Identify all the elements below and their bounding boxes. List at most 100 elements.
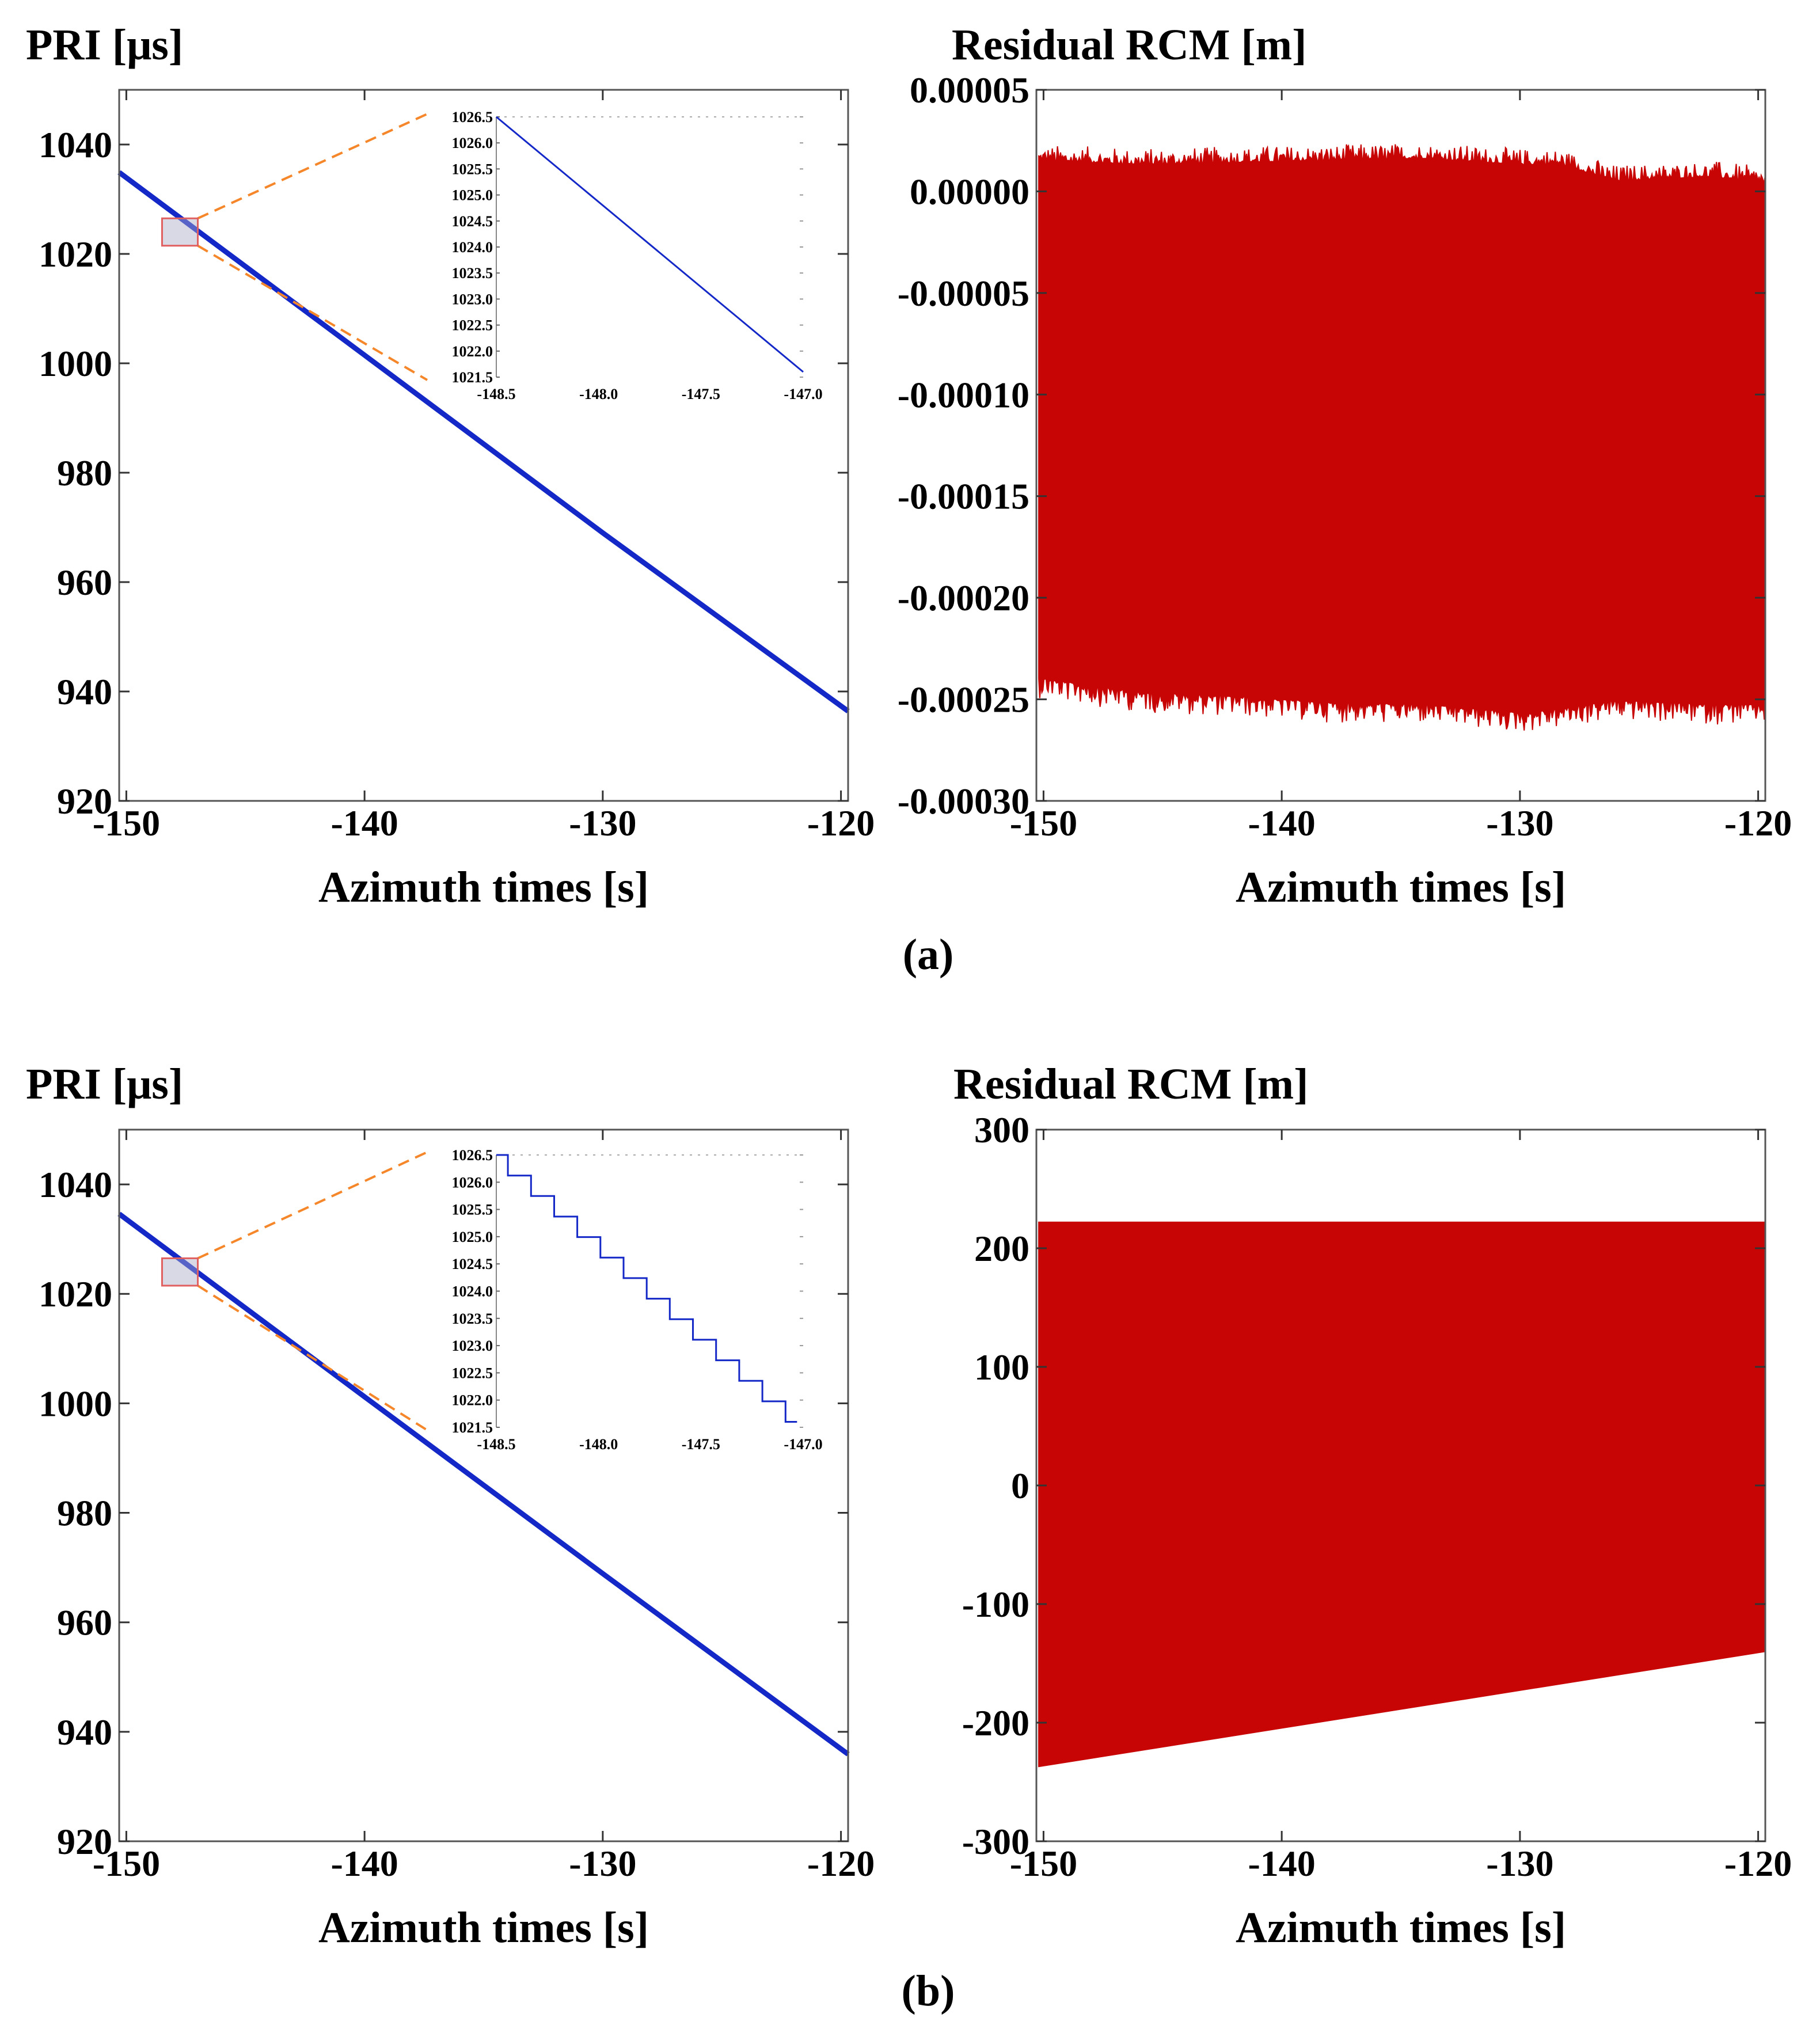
y-tick-label: 0 [1011,1465,1029,1506]
x-tick-label: -140 [1248,1843,1315,1884]
inset-y-tick-label: 1023.0 [452,1337,493,1354]
y-tick-label: -300 [962,1821,1029,1862]
inset-y-tick-label: 1024.5 [452,1256,493,1272]
caption-b: (b) [902,1967,955,2015]
y-tick-label: 920 [57,1821,112,1862]
inset-x-tick-label: -148.0 [579,386,618,402]
zoom-box [161,217,199,247]
y-axis-label: PRI [μs] [26,21,183,69]
y-tick-label: -200 [962,1703,1029,1743]
inset-x-tick-label: -147.0 [784,386,822,402]
y-tick-label: 200 [974,1228,1029,1269]
chart-b-pri: -150 -140 -130 -120 920 940 960 980 1000 1020 1040… [26,1060,875,1952]
y-tick-label: 960 [57,1602,112,1643]
zoom-connector-line [197,113,428,220]
residual-rcm-area [1038,1221,1766,1768]
x-tick-label: -140 [330,803,398,843]
plot-frame [118,89,849,802]
x-tick-label: -140 [330,1843,398,1884]
inset-x-tick-label: -147.5 [682,386,720,402]
inset-y-tick-label: 1024.5 [452,213,493,230]
inset-y-tick-label: 1024.0 [452,239,493,256]
inset-y-tick-label: 1025.5 [452,1202,493,1218]
inset-y-tick-label: 1021.5 [452,1419,493,1436]
x-tick-label: -130 [1486,803,1553,843]
inset-y-tick-label: 1022.5 [452,1365,493,1381]
y-tick-label: 1040 [39,124,112,165]
inset-y-tick-label: 1025.0 [452,1229,493,1245]
y-tick-label: 1020 [39,234,112,275]
y-tick-label: 980 [57,1493,112,1534]
zoom-connector-line [197,1285,428,1431]
y-tick-label: 980 [57,453,112,493]
zoom-connector-line [197,245,428,381]
inset-y-tick-label: 1021.5 [452,369,493,386]
y-tick-label: 1020 [39,1274,112,1314]
inset-y-tick-label: 1023.5 [452,265,493,282]
y-tick-label: 940 [57,671,112,712]
inset-y-tick-label: 1026.0 [452,1174,493,1191]
y-tick-label: 1000 [39,343,112,384]
y-tick-label: 0.00005 [910,70,1029,111]
inset-x-tick-label: -148.5 [477,386,515,402]
inset-x-tick-label: -148.5 [477,1436,515,1453]
y-tick-label: -0.00030 [898,781,1029,822]
inset-y-tick-label: 1025.0 [452,187,493,204]
inset-y-tick-label: 1022.5 [452,317,493,334]
y-tick-label: 960 [57,562,112,603]
y-tick-label: -0.00010 [898,374,1029,415]
pri-series-line [117,1211,850,1757]
x-tick-label: -150 [1010,803,1077,843]
inset-y-tick-label: 1023.5 [452,1310,493,1327]
inset-pri-line [496,116,804,373]
inset-y-tick-label: 1026.0 [452,135,493,151]
x-tick-label: -130 [1486,1843,1553,1884]
inset-background [494,1152,807,1431]
x-tick-label: -120 [1724,803,1792,843]
inset-x-tick-label: -147.0 [784,1436,822,1453]
residual-rcm-area [1038,144,1766,731]
x-tick-label: -120 [1724,1843,1792,1884]
inset-pri-line [496,1154,797,1423]
y-tick-label: -0.00025 [898,679,1029,720]
zoom-box [161,1257,199,1287]
x-tick-label: -130 [569,1843,636,1884]
inset-x-tick-label: -147.5 [682,1436,720,1453]
x-axis-label: Azimuth times [s] [1236,863,1566,911]
x-tick-label: -150 [93,1843,160,1884]
inset-y-tick-label: 1025.5 [452,161,493,177]
inset-y-tick-label: 1022.0 [452,1392,493,1409]
x-axis-label: Azimuth times [s] [1236,1903,1566,1952]
inset-y-tick-label: 1026.5 [452,109,493,126]
y-tick-label: 0.00000 [910,171,1029,212]
x-tick-label: -130 [569,803,636,843]
chart-a-pri: -150 -140 -130 -120 920 940 960 980 1000 1020 1040… [26,21,875,911]
y-axis-label: Residual RCM [m] [953,1060,1308,1108]
x-tick-label: -150 [1010,1843,1077,1884]
x-tick-label: -120 [807,803,875,843]
y-tick-label: 940 [57,1712,112,1753]
y-tick-label: -0.00020 [898,577,1029,618]
y-tick-label: -0.00005 [898,273,1029,314]
pri-series-line [117,170,850,713]
y-tick-label: 300 [974,1109,1029,1150]
chart-a-residual-rcm: -150 -140 -130 -120 -0.00030 -0.00025 -0.00020… [898,21,1792,911]
y-tick-label: -0.00015 [898,476,1029,517]
x-tick-label: -150 [93,803,160,843]
zoom-connector-line [197,1151,428,1260]
x-tick-label: -140 [1248,803,1315,843]
chart-b-residual-rcm: -150 -140 -130 -120 -300 -200 -100 0 100 200 300Re… [953,1060,1792,1952]
x-tick-label: -120 [807,1843,875,1884]
plot-frame [118,1128,849,1842]
inset-x-tick-label: -148.0 [579,1436,618,1453]
caption-a: (a) [903,930,954,979]
x-axis-label: Azimuth times [s] [318,1903,649,1952]
inset-y-tick-label: 1024.0 [452,1283,493,1300]
y-axis-label: PRI [μs] [26,1060,183,1108]
y-axis-label: Residual RCM [m] [952,21,1306,69]
y-tick-label: 920 [57,781,112,822]
inset-y-tick-label: 1023.0 [452,291,493,307]
y-tick-label: -100 [962,1584,1029,1625]
plot-frame [1035,89,1766,802]
